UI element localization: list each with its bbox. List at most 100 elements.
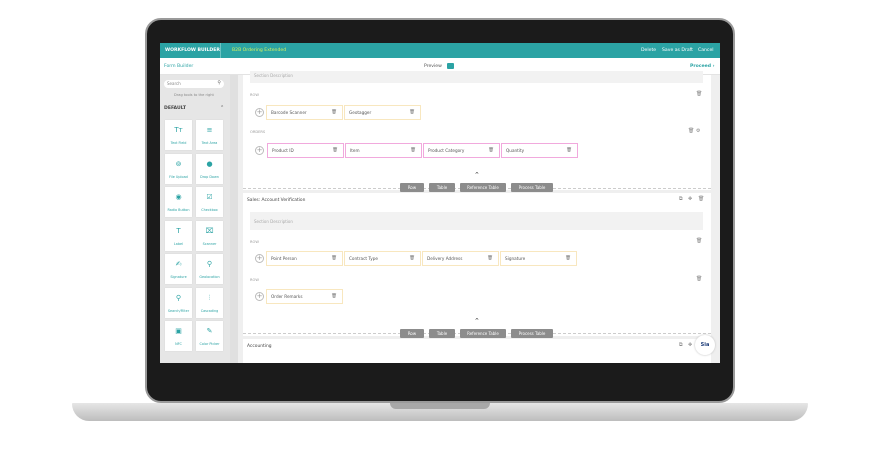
field-item[interactable]: Item 🗑 [345,143,422,158]
row-label: ROW [250,93,259,97]
add-field-button[interactable]: + [255,108,264,117]
section-card-3: Accounting ⧉ ✥ [243,339,711,363]
trash-icon[interactable]: 🗑 [696,238,703,244]
search-input[interactable]: Search ⚲ [164,80,224,88]
field-delivery-address[interactable]: Delivery Address 🗑 [422,251,499,266]
gear-icon[interactable]: ⚙ [696,128,701,134]
orders-label: ORDERS [250,130,266,134]
tool-label: Signature [170,275,187,279]
tool-file-upload[interactable]: ⊚ File Upload [165,153,192,184]
collapse-icon[interactable]: ⌃ [474,317,480,325]
tool-label: Geolocation [199,275,220,279]
row-label: ROW [250,278,259,282]
tool-label: Color Picker [199,342,220,346]
tool-drop-down[interactable]: ● Drop Down [196,153,223,184]
tool-scanner[interactable]: ⌧ Scanner [196,220,223,251]
add-field-button[interactable]: + [255,146,264,155]
section-card-1: Section Description ROW 🗑 + Barcode Scan… [243,71,711,190]
section-title[interactable]: Accounting [247,344,272,349]
cancel-button[interactable]: Cancel [698,48,714,53]
tool-label: Cascading [200,308,219,313]
field-order-remarks[interactable]: Order Remarks 🗑 [266,289,343,304]
tool-label: Radio Button [167,208,190,212]
tool-icon: T [176,226,181,235]
group-default[interactable]: DEFAULT [164,106,187,111]
tool-icon: ⚲ [206,260,213,268]
tool-icon: ☑ [206,193,213,201]
tool-search-filter[interactable]: ⚲ Search/Filter [165,287,192,318]
field-barcode-scanner[interactable]: Barcode Scanner 🗑 [266,105,343,120]
field-product-category[interactable]: Product Category 🗑 [423,143,500,158]
add-field-button[interactable]: + [255,292,264,301]
trash-icon[interactable]: 🗑 [688,128,695,134]
save-draft-button[interactable]: Save as Draft [662,48,693,53]
trash-icon[interactable]: 🗑 [696,91,703,97]
add-table-button[interactable]: Table [429,183,455,192]
tool-icon: ⌧ [205,226,214,235]
divider [220,43,221,58]
add-table-button[interactable]: Table [429,329,455,338]
top-header: WORKFLOW BUILDER B2B Ordering Extended D… [160,43,720,58]
tool-icon: ◉ [175,193,182,201]
chat-assistant-badge[interactable]: Sia [695,335,715,355]
laptop-base [72,403,808,421]
collapse-icon[interactable]: ⌃ [474,171,480,179]
add-row-button[interactable]: Row [400,183,424,192]
add-process-table-button[interactable]: Process Table [511,329,553,338]
tool-geolocation[interactable]: ⚲ Geolocation [196,254,223,284]
laptop-notch [390,403,490,409]
add-process-table-button[interactable]: Process Table [511,183,553,192]
tool-icon: Tт [174,126,183,134]
trash-icon[interactable]: 🗑 [696,276,703,282]
copy-icon[interactable]: ⧉ [679,342,683,348]
trash-icon[interactable]: 🗑 [698,196,705,202]
field-point-person[interactable]: Point Person 🗑 [266,251,343,266]
sidebar: Search ⚲ Drag tools to the right DEFAULT… [160,75,230,363]
tool-label: Text Area [201,141,218,145]
tool-icon: ⚲ [175,293,182,302]
tool-text-field[interactable]: Tт Text Field [165,120,192,150]
add-row-button[interactable]: Row [400,329,424,338]
tool-text-area[interactable]: ≡ Text Area [196,120,223,150]
move-icon[interactable]: ✥ [688,196,693,202]
field-signature[interactable]: Signature 🗑 [500,251,577,266]
move-icon[interactable]: ✥ [688,342,693,348]
tool-color-picker[interactable]: ✎ Color Picker [196,321,223,351]
tool-radio-button[interactable]: ◉ Radio Button [165,187,192,217]
workflow-name[interactable]: B2B Ordering Extended [232,48,287,53]
copy-icon[interactable]: ⧉ [679,196,683,202]
add-reference-table-button[interactable]: Reference Table [460,183,506,192]
preview-button[interactable]: Preview [424,64,442,69]
tool-label: Label [173,241,184,246]
add-reference-table-button[interactable]: Reference Table [460,329,506,338]
tool-cascading[interactable]: ⫶ Cascading [196,287,223,318]
field-quantity[interactable]: Quantity 🗑 [501,143,578,158]
add-field-button[interactable]: + [255,254,264,263]
field-geotagger[interactable]: Geotagger 🗑 [344,105,421,120]
tool-label: NFC [175,342,182,346]
tool-label: Checkbox [201,208,218,212]
preview-icon[interactable] [447,63,454,69]
field-product-id[interactable]: Product ID 🗑 [267,143,344,158]
tool-label: Drop Down [200,174,219,179]
search-placeholder: Search [167,81,181,86]
form-builder-title: Form Builder [164,64,194,69]
tool-icon: ▣ [175,327,182,335]
trash-icon: 🗑 [409,110,415,115]
section-card-2: Sales: Account Verification ⧉ ✥ 🗑 Sectio… [243,193,711,336]
tool-signature[interactable]: ✍ Signature [165,254,192,284]
section-description[interactable]: Section Description [250,71,703,83]
sidebar-scrollbar[interactable] [230,75,238,363]
drag-hint: Drag tools to the right [174,93,214,97]
tool-label[interactable]: T Label [165,220,192,251]
tool-checkbox[interactable]: ☑ Checkbox [196,187,223,217]
section-title[interactable]: Sales: Account Verification [247,198,306,203]
app-screen: WORKFLOW BUILDER B2B Ordering Extended D… [160,43,720,363]
proceed-button[interactable]: Proceed › [690,64,715,69]
section-description[interactable]: Section Description [250,212,703,230]
field-contract-type[interactable]: Contract Type 🗑 [344,251,421,266]
tool-label: Scanner [202,241,217,246]
tool-nfc[interactable]: ▣ NFC [165,321,192,351]
chevron-up-icon[interactable]: ⌃ [220,105,225,111]
delete-button[interactable]: Delete [641,48,657,53]
